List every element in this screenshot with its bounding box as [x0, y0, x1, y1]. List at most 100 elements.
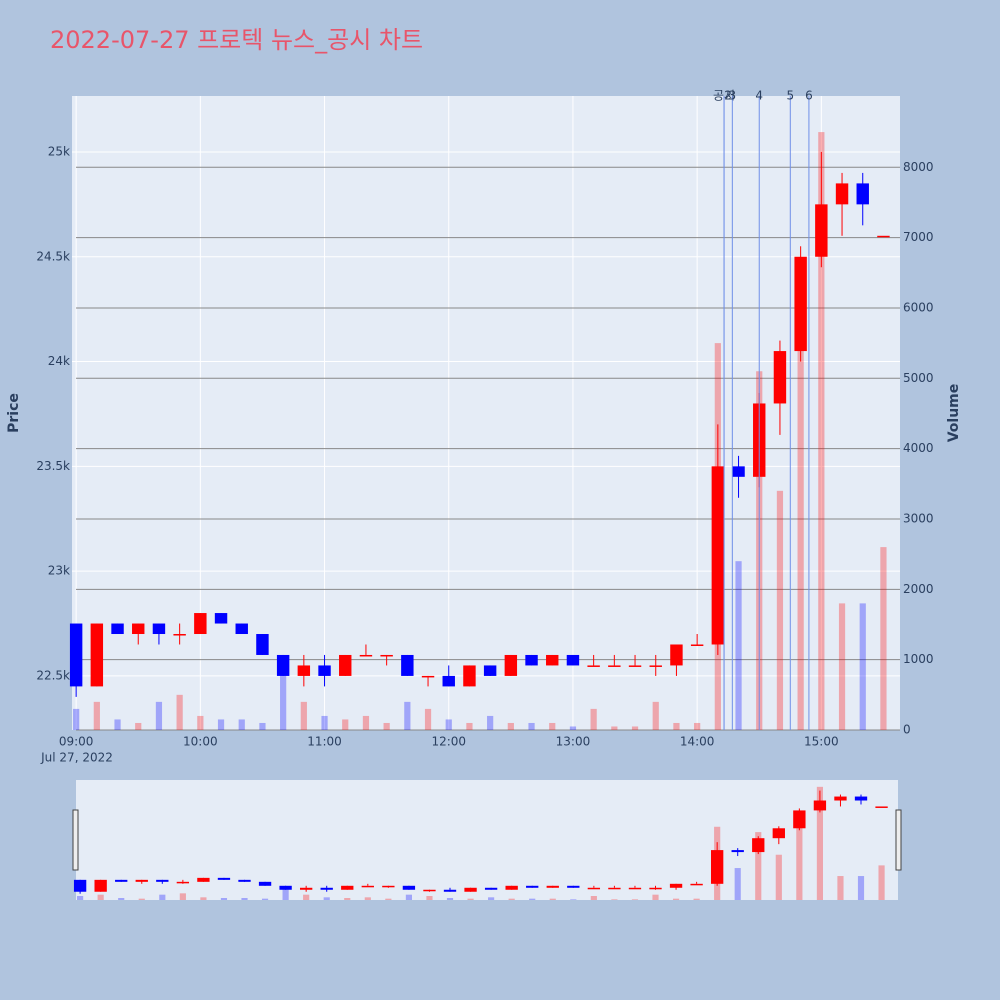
volume-bar — [797, 314, 804, 730]
slider-candle-body — [73, 879, 87, 892]
slider-candle-body — [135, 879, 148, 882]
candle-body — [628, 665, 642, 667]
candle-body — [339, 654, 352, 676]
slider-candle-body — [361, 885, 374, 888]
slider-volume-bar — [426, 896, 433, 900]
slider-volume-bar — [364, 897, 371, 900]
slider-handle[interactable] — [72, 809, 79, 871]
slider-volume-bar — [138, 898, 145, 900]
candle-body — [732, 466, 745, 477]
volume-bar — [507, 722, 514, 730]
annotation-label: 공시 — [713, 89, 735, 103]
x-tick-label: 14:00 — [680, 735, 715, 749]
volume-bar — [652, 701, 659, 730]
slider-candle-body — [156, 879, 169, 882]
annotation-label: 5 — [786, 89, 794, 103]
slider-candle-body — [587, 887, 601, 890]
slider-volume-bar — [529, 898, 536, 900]
slider-volume-bar — [323, 897, 330, 900]
y2-axis-title: Volume — [946, 384, 962, 443]
slider-candle-body — [402, 885, 416, 890]
slider-candle-body — [690, 883, 703, 886]
slider-candle-body — [299, 887, 313, 890]
volume-bar — [549, 722, 556, 730]
volume-bar — [838, 603, 846, 730]
slider-candle-body — [279, 885, 292, 890]
volume-bar — [776, 490, 784, 730]
candle-body — [587, 665, 600, 667]
slider-volume-bar — [672, 898, 680, 900]
volume-bar — [466, 722, 473, 730]
slider-volume-bar — [775, 854, 782, 900]
x-tick-label: 15:00 — [804, 735, 839, 749]
slider-candle-body — [710, 850, 724, 884]
slider-handle[interactable] — [895, 809, 902, 871]
volume-bar — [487, 715, 494, 730]
y2-tick-label: 5000 — [903, 371, 934, 385]
candle-body — [359, 654, 373, 657]
volume-bar — [155, 701, 163, 730]
slider-volume-bar — [77, 896, 84, 900]
volume-bar — [114, 719, 121, 730]
slider-volume-bar — [488, 897, 495, 900]
volume-bar — [259, 722, 266, 730]
slider-candle-body — [464, 887, 477, 892]
slider-volume-bar — [590, 896, 597, 900]
slider-candle-body — [217, 877, 231, 880]
range-slider[interactable] — [76, 780, 898, 900]
slider-candle-body — [649, 887, 662, 890]
volume-bar — [818, 132, 825, 730]
y2-tick-label: 2000 — [903, 582, 934, 596]
slider-volume-bar — [508, 898, 515, 900]
slider-candle-body — [834, 796, 847, 801]
slider-candle-body — [731, 850, 744, 853]
candle-body — [670, 644, 683, 666]
slider-volume-bar — [734, 868, 741, 900]
volume-bar — [362, 715, 370, 730]
candle-body — [173, 634, 186, 636]
slider-candle-body — [854, 796, 868, 801]
slider-volume-bar — [220, 898, 228, 900]
candle-body — [401, 654, 414, 676]
candle-body — [132, 623, 145, 635]
volume-bar — [694, 722, 701, 730]
candle-body — [877, 235, 890, 238]
slider-volume-bar — [344, 898, 351, 900]
candle-body — [815, 204, 828, 257]
slider-candle-body — [608, 887, 621, 890]
candle-body — [90, 623, 104, 687]
slider-candle-body — [484, 887, 498, 890]
volume-bar — [424, 708, 432, 730]
slider-candle-body — [669, 883, 683, 888]
volume-bar — [217, 719, 225, 730]
candle-body — [608, 665, 621, 667]
slider-candle-body — [382, 885, 395, 888]
slider-volume-bar — [570, 899, 577, 900]
slider-volume-bar — [241, 898, 248, 900]
slider-candle-body — [341, 885, 354, 890]
volume-bar — [445, 719, 452, 730]
candle-body — [649, 665, 662, 667]
candle-body — [856, 183, 869, 205]
slider-candle-body — [443, 889, 457, 892]
y-tick-label: 24.5k — [36, 249, 70, 263]
volume-bar — [321, 715, 328, 730]
candle-body — [773, 351, 787, 404]
volume-bar — [383, 722, 390, 730]
volume-bar — [73, 708, 80, 730]
candle-body — [380, 654, 393, 657]
slider-volume-bar — [631, 899, 639, 900]
volume-bar — [528, 722, 535, 730]
candle-body — [152, 623, 166, 635]
slider-candle-body — [628, 887, 642, 890]
slider-candle-body — [115, 879, 128, 882]
y-tick-label: 23k — [48, 564, 70, 578]
candle-body — [504, 654, 518, 676]
candle-body — [318, 665, 331, 676]
slider-volume-bar — [611, 899, 618, 900]
slider-candle-body — [813, 800, 827, 811]
x-tick-label: 10:00 — [183, 735, 218, 749]
slider-volume-bar — [405, 894, 412, 900]
candle-body — [214, 613, 228, 624]
